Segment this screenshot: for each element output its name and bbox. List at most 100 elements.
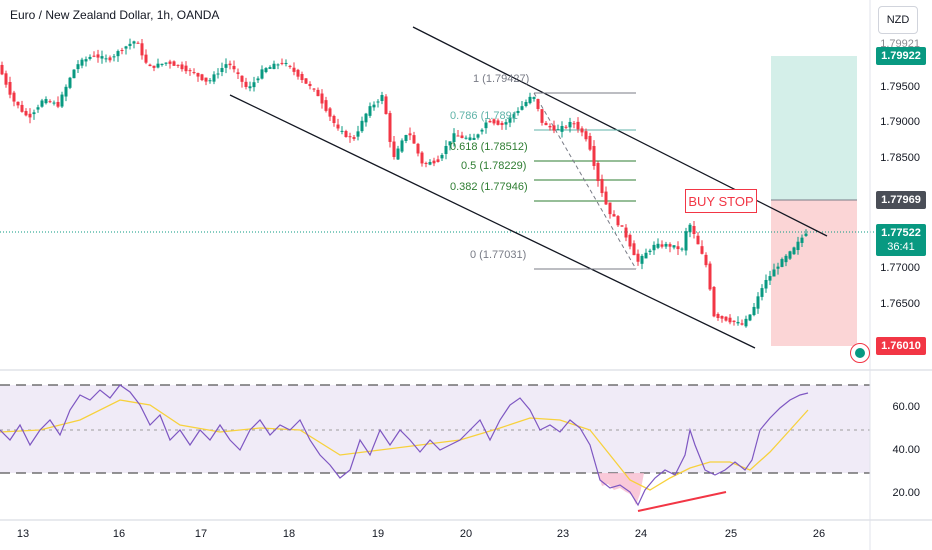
buy-stop-label[interactable]: BUY STOP	[685, 189, 757, 213]
candle-body	[676, 246, 680, 250]
candle-body	[572, 123, 576, 125]
candle-body	[56, 101, 60, 107]
candle-body	[396, 148, 400, 160]
candle-body	[312, 88, 316, 90]
channel-upper[interactable]	[412, 26, 828, 237]
candle-body	[764, 279, 768, 289]
candle-body	[288, 65, 292, 67]
candle-body	[336, 124, 340, 129]
candle-body	[608, 202, 612, 215]
candle-body	[272, 63, 276, 70]
candle-body	[232, 65, 236, 70]
candle-body	[664, 243, 668, 247]
loss-zone	[771, 200, 857, 346]
candle-body	[404, 135, 408, 141]
candle-body	[584, 131, 588, 140]
candle-body	[88, 56, 92, 59]
fibonacci-levels[interactable]	[533, 92, 637, 270]
candle-body	[660, 244, 664, 247]
candle-body	[124, 46, 128, 49]
candle-body	[344, 131, 348, 137]
price-tick: 1.76500	[880, 298, 920, 310]
candle-body	[512, 114, 516, 118]
candle-body	[576, 121, 580, 130]
candle-body	[84, 59, 88, 62]
candle-body	[728, 317, 732, 323]
candle-body	[452, 133, 456, 142]
candle-body	[264, 68, 268, 73]
candle-body	[96, 54, 100, 58]
candle-body	[568, 121, 572, 128]
candle-body	[460, 135, 464, 139]
entry-price-tag: 1.77969	[876, 191, 926, 209]
candle-body	[172, 61, 176, 66]
candle-body	[228, 63, 232, 66]
candle-body	[348, 136, 352, 138]
candle-body	[168, 61, 172, 64]
candle-body	[360, 120, 364, 132]
time-label: 23	[556, 528, 570, 540]
candle-body	[464, 137, 468, 139]
candle-body	[240, 75, 244, 82]
rsi-divergence-line[interactable]	[637, 491, 727, 512]
alarm-clock-icon[interactable]	[850, 343, 870, 363]
candle-body	[616, 216, 620, 226]
candle-body	[256, 78, 260, 81]
price-tick: 1.78500	[880, 152, 920, 164]
candle-body	[72, 69, 76, 79]
candle-body	[28, 113, 32, 118]
channel-lower[interactable]	[229, 94, 756, 349]
candle-body	[480, 129, 484, 132]
candle-body	[156, 63, 160, 68]
candle-body	[120, 50, 124, 52]
candle-body	[760, 288, 764, 297]
candle-body	[500, 122, 504, 126]
candle-body	[300, 74, 304, 80]
candle-body	[780, 259, 784, 267]
currency-button[interactable]: NZD	[878, 6, 918, 34]
candle-body	[536, 99, 540, 109]
rsi-oversold-fill	[598, 473, 644, 505]
fib-label-0618: 0.618 (1.78512)	[450, 141, 528, 153]
candle-body	[732, 320, 736, 322]
candle-body	[476, 134, 480, 138]
candle-body	[600, 178, 604, 194]
candle-body	[372, 104, 376, 108]
candle-body	[524, 102, 528, 106]
candle-body	[180, 64, 184, 70]
candle-body	[40, 100, 44, 107]
candle-body	[220, 68, 224, 72]
countdown-timer: 36:41	[887, 241, 915, 253]
rsi-ma-line	[0, 399, 809, 491]
candle-body	[428, 162, 432, 165]
candle-body	[12, 92, 16, 102]
candle-body	[768, 276, 772, 281]
candle-body	[364, 113, 368, 123]
candle-body	[416, 143, 420, 154]
candle-body	[636, 253, 640, 262]
candle-body	[112, 56, 116, 58]
stop-price-tag: 1.76010	[876, 337, 926, 355]
candle-body	[736, 321, 740, 324]
candle-body	[492, 119, 496, 124]
candle-body	[184, 65, 188, 72]
candle-body	[424, 162, 428, 164]
candle-body	[148, 64, 152, 67]
price-tick: 1.77000	[880, 262, 920, 274]
current-price-value: 1.77522	[881, 227, 921, 239]
candle-body	[4, 73, 8, 85]
candle-body	[628, 234, 632, 247]
candle-body	[668, 244, 672, 247]
candle-body	[436, 159, 440, 162]
candle-body	[784, 255, 788, 263]
candle-body	[196, 73, 200, 77]
candle-body	[260, 69, 264, 79]
candle-body	[528, 96, 532, 104]
candle-body	[32, 112, 36, 115]
candle-body	[640, 255, 644, 264]
candle-body	[772, 269, 776, 277]
time-label: 19	[371, 528, 385, 540]
candle-body	[516, 110, 520, 114]
